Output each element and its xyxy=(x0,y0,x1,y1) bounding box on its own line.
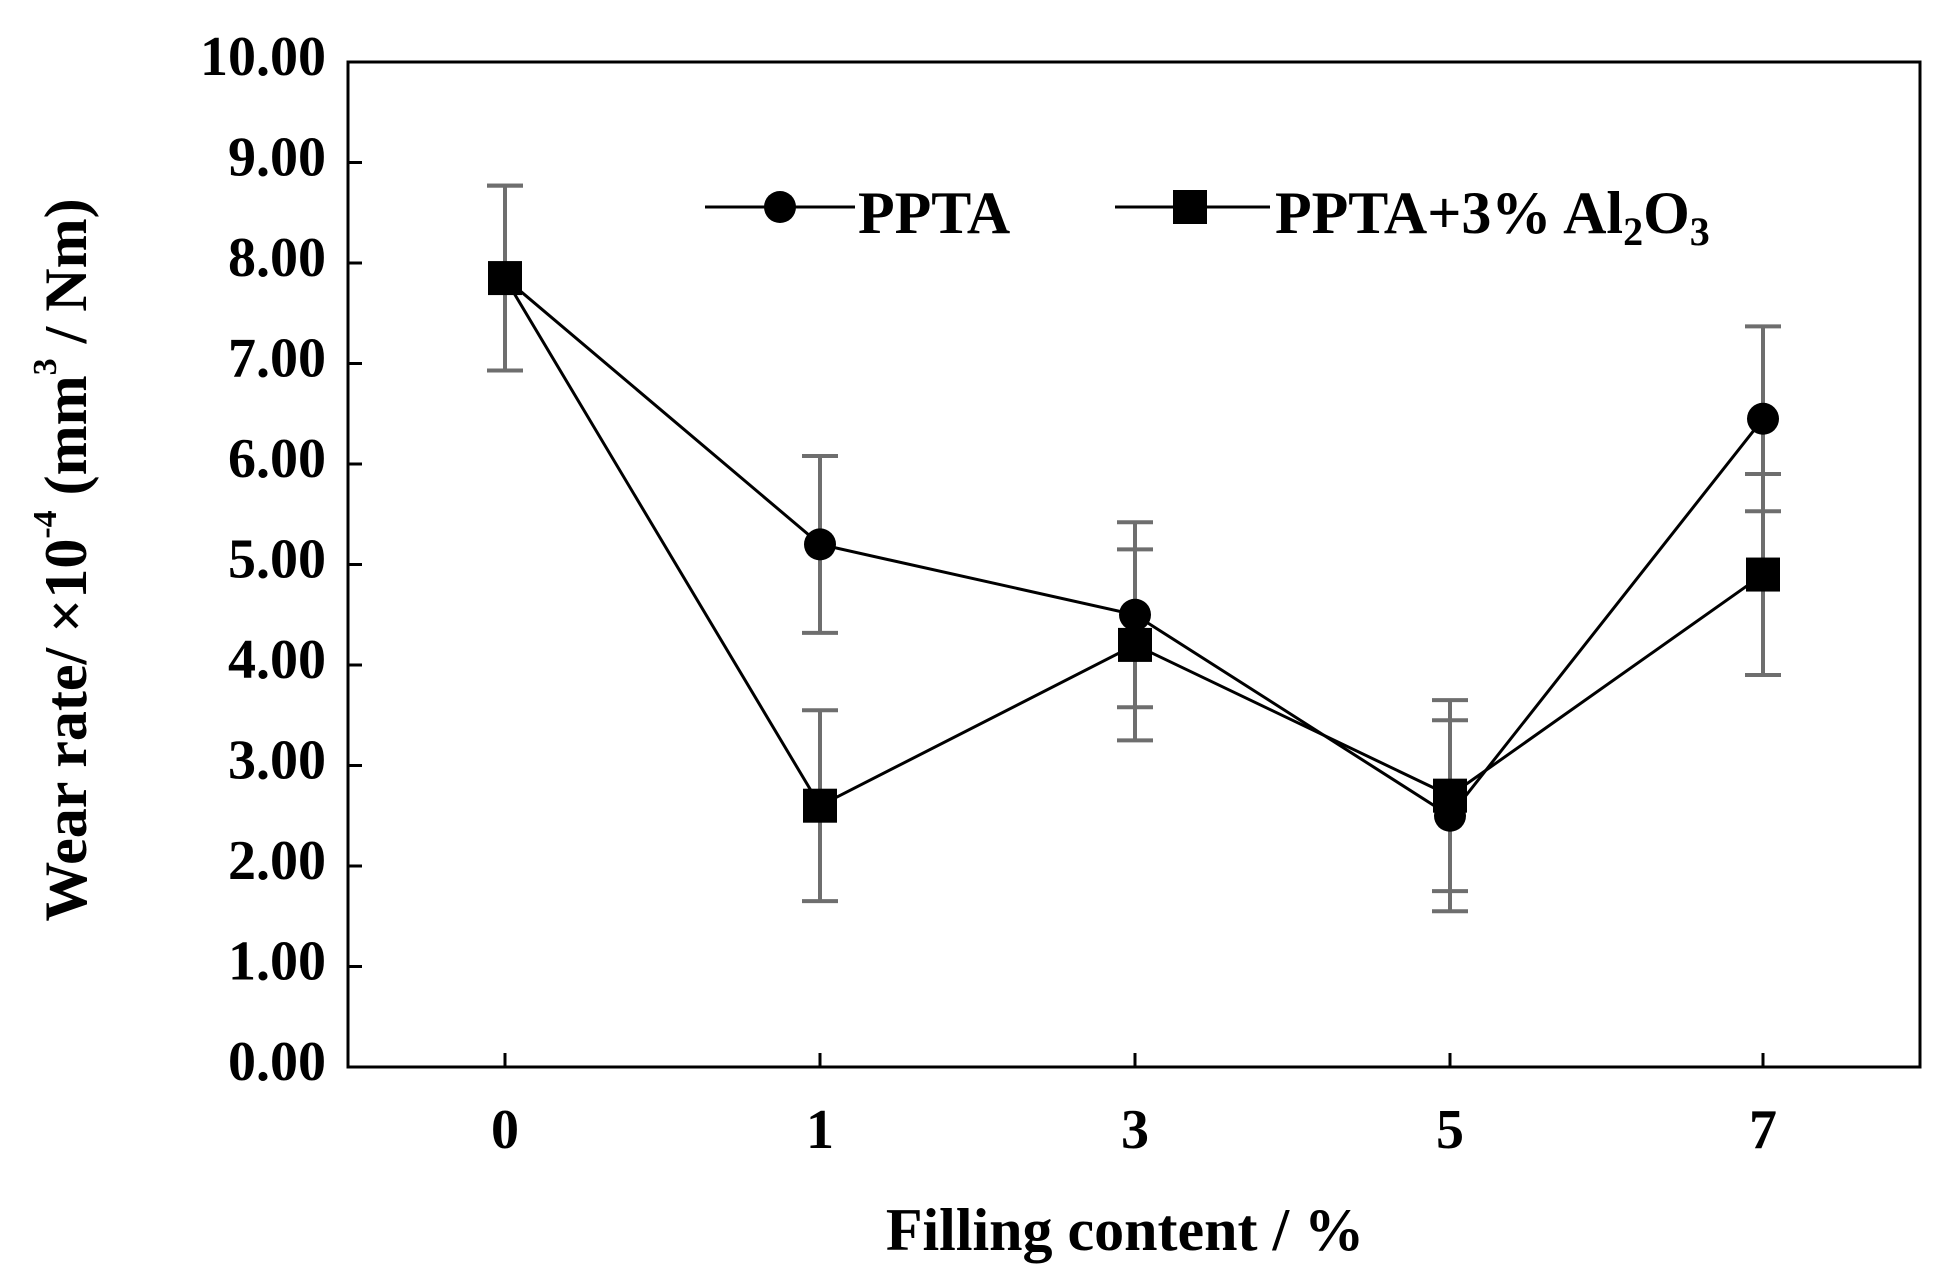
y-tick-label: 5.00 xyxy=(228,528,326,590)
x-tick-label: 0 xyxy=(491,1099,519,1161)
legend-marker-ppta-al2o3 xyxy=(1173,190,1207,224)
data-point-ppta-al2o3 xyxy=(488,261,522,296)
data-point-ppta-al2o3 xyxy=(1433,778,1467,813)
data-point-ppta-al2o3 xyxy=(1746,557,1780,592)
y-tick-label: 2.00 xyxy=(228,830,326,892)
data-point-ppta xyxy=(1119,598,1151,631)
legend-label-ppta: PPTA xyxy=(858,180,1010,246)
x-tick-label: 3 xyxy=(1121,1099,1149,1161)
y-tick-label: 10.00 xyxy=(200,26,326,88)
data-point-ppta-al2o3 xyxy=(803,788,837,823)
x-axis-title: Filling content / % xyxy=(886,1197,1364,1263)
data-point-ppta xyxy=(804,528,836,561)
data-point-ppta xyxy=(1747,402,1779,435)
y-tick-label: 0.00 xyxy=(228,1031,326,1093)
data-point-ppta-al2o3 xyxy=(1118,627,1152,662)
y-tick-label: 4.00 xyxy=(228,629,326,691)
y-tick-label: 3.00 xyxy=(228,729,326,791)
x-tick-label: 1 xyxy=(806,1099,834,1161)
legend-marker-ppta xyxy=(764,191,796,223)
y-tick-label: 1.00 xyxy=(228,930,326,992)
y-tick-label: 6.00 xyxy=(228,428,326,490)
y-tick-label: 8.00 xyxy=(228,227,326,289)
y-tick-label: 9.00 xyxy=(228,126,326,188)
x-tick-label: 7 xyxy=(1749,1099,1777,1161)
legend-label-ppta-al2o3: PPTA+3% Al2O3 xyxy=(1275,180,1710,254)
x-tick-label: 5 xyxy=(1436,1099,1464,1161)
y-tick-label: 7.00 xyxy=(228,327,326,389)
y-axis-title: Wear rate/ ×10-4 (mm3 / Nm) xyxy=(27,198,99,921)
